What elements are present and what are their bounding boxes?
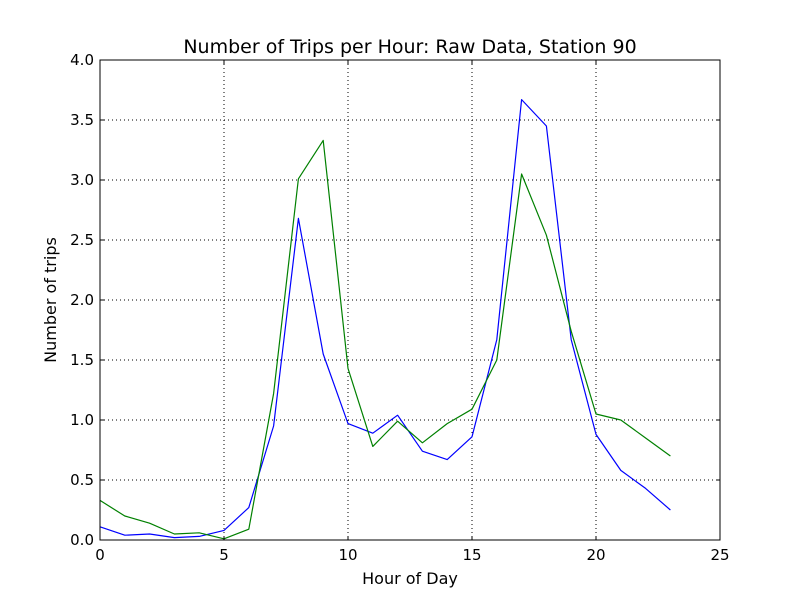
y-tick-label: 4.0 xyxy=(70,51,94,69)
y-tick-label: 2.0 xyxy=(70,291,94,309)
y-tick-label: 0.0 xyxy=(70,531,94,549)
ticks: 0 5 10 15 20 25 0.0 0.5 1.0 1.5 2.0 2.5 3.0 3.5 4.0 xyxy=(70,51,729,564)
series-line-2 xyxy=(99,139,671,540)
chart-title: Number of Trips per Hour: Raw Data, Stat… xyxy=(183,36,636,58)
x-tick-label: 25 xyxy=(710,546,729,564)
x-tick-label: 10 xyxy=(338,546,357,564)
y-tick-label: 3.0 xyxy=(70,171,94,189)
y-axis-label: Number of trips xyxy=(41,237,60,363)
y-tick-label: 3.5 xyxy=(70,111,94,129)
grid xyxy=(100,60,720,540)
x-tick-label: 0 xyxy=(95,546,105,564)
y-tick-label: 1.5 xyxy=(70,351,94,369)
x-axis-label: Hour of Day xyxy=(362,569,458,588)
series-layer xyxy=(99,98,671,540)
series-line-1 xyxy=(99,98,671,539)
y-tick-label: 1.0 xyxy=(70,411,94,429)
y-tick-label: 2.5 xyxy=(70,231,94,249)
x-tick-label: 20 xyxy=(586,546,605,564)
y-tick-label: 0.5 xyxy=(70,471,94,489)
x-tick-label: 5 xyxy=(219,546,229,564)
x-tick-label: 15 xyxy=(462,546,481,564)
